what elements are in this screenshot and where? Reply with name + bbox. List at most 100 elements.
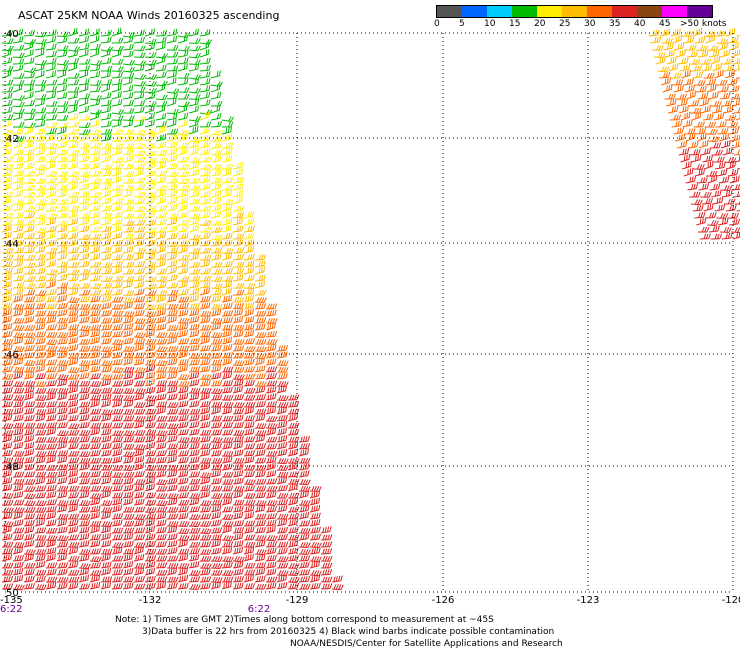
wind-barb bbox=[210, 338, 223, 345]
wind-barb bbox=[210, 457, 223, 464]
wind-barb bbox=[221, 463, 233, 471]
wind-barb bbox=[133, 462, 145, 471]
wind-barb bbox=[265, 561, 277, 569]
wind-barb bbox=[666, 56, 677, 65]
wind-barb bbox=[100, 561, 112, 569]
wind-barb bbox=[674, 42, 685, 51]
wind-barb bbox=[23, 493, 36, 500]
wind-barb bbox=[133, 352, 146, 359]
wind-barb bbox=[188, 338, 201, 345]
wind-barb bbox=[23, 568, 35, 576]
wind-barb bbox=[111, 415, 124, 422]
wind-barb bbox=[676, 140, 688, 149]
wind-barb bbox=[221, 497, 233, 506]
wind-barb bbox=[177, 380, 190, 387]
wind-barb bbox=[78, 540, 90, 548]
wind-barb bbox=[1, 366, 14, 373]
wind-barb bbox=[56, 378, 68, 387]
wind-barb bbox=[100, 217, 112, 226]
wind-barb bbox=[56, 491, 68, 499]
wind-barb bbox=[144, 42, 156, 51]
wind-barb bbox=[720, 140, 731, 149]
wind-barb bbox=[210, 112, 222, 121]
wind-barb bbox=[45, 177, 58, 184]
wind-barb bbox=[210, 210, 222, 219]
lat-tick-label: 48 bbox=[6, 462, 19, 473]
wind-barb bbox=[45, 366, 58, 373]
wind-barb bbox=[188, 428, 200, 436]
wind-barb bbox=[34, 381, 47, 388]
wind-barb bbox=[78, 196, 90, 205]
wind-barb bbox=[45, 143, 58, 150]
wind-barb bbox=[719, 92, 731, 100]
wind-barb bbox=[155, 55, 166, 65]
wind-barb bbox=[265, 415, 278, 422]
wind-barb bbox=[199, 39, 213, 45]
wind-barb bbox=[1, 330, 13, 338]
wind-barb bbox=[276, 406, 287, 415]
wind-barb bbox=[89, 142, 102, 149]
wind-barb bbox=[67, 491, 80, 499]
wind-barb bbox=[155, 372, 167, 380]
wind-barb bbox=[155, 276, 168, 282]
wind-barb bbox=[45, 239, 57, 247]
wind-barb bbox=[188, 344, 200, 352]
wind-barb bbox=[221, 478, 234, 485]
wind-barb bbox=[276, 476, 288, 485]
wind-barb bbox=[716, 38, 729, 45]
wind-barb bbox=[221, 142, 234, 149]
wind-barb bbox=[254, 449, 266, 457]
wind-barb bbox=[696, 177, 708, 184]
wind-barb bbox=[199, 534, 212, 541]
wind-barb bbox=[210, 406, 222, 415]
wind-barb bbox=[111, 583, 124, 590]
wind-barb bbox=[67, 274, 79, 282]
wind-barb bbox=[199, 449, 211, 457]
wind-barb bbox=[309, 533, 321, 541]
wind-barb bbox=[56, 69, 67, 79]
wind-barb bbox=[100, 65, 113, 72]
wind-barb bbox=[34, 275, 47, 282]
wind-barb bbox=[12, 483, 24, 492]
wind-barb bbox=[166, 408, 179, 415]
wind-barb bbox=[210, 442, 222, 450]
wind-barb bbox=[718, 42, 728, 51]
wind-barb bbox=[210, 234, 223, 241]
wind-barb bbox=[243, 387, 256, 394]
wind-barb bbox=[166, 336, 177, 345]
wind-barb bbox=[243, 274, 255, 282]
wind-barb bbox=[199, 220, 212, 226]
wind-barb bbox=[298, 485, 311, 492]
wind-barb bbox=[690, 107, 702, 114]
wind-barb bbox=[254, 280, 266, 289]
wind-barb bbox=[155, 492, 168, 499]
wind-barb bbox=[111, 513, 124, 520]
wind-barb bbox=[177, 190, 189, 198]
wind-barb bbox=[254, 372, 266, 380]
wind-barb bbox=[56, 331, 69, 338]
wind-barb bbox=[12, 317, 25, 324]
wind-barb bbox=[34, 443, 47, 450]
wind-barb bbox=[56, 176, 68, 184]
wind-barb bbox=[67, 534, 80, 541]
wind-barb bbox=[89, 283, 102, 290]
wind-barb bbox=[144, 359, 157, 366]
wind-barb bbox=[133, 323, 146, 331]
wind-barb bbox=[122, 134, 135, 142]
wind-barb bbox=[122, 177, 135, 184]
wind-barb bbox=[265, 427, 277, 436]
wind-barb bbox=[166, 259, 178, 268]
wind-barb bbox=[89, 548, 102, 555]
wind-barb bbox=[720, 185, 733, 192]
wind-barb bbox=[210, 469, 222, 478]
wind-barb bbox=[1, 315, 12, 324]
wind-barb bbox=[56, 156, 69, 163]
wind-barb bbox=[254, 575, 266, 583]
wind-barb bbox=[56, 476, 68, 485]
wind-barb bbox=[111, 323, 124, 331]
wind-barb bbox=[56, 36, 68, 44]
wind-barb bbox=[276, 526, 288, 534]
wind-barb bbox=[56, 309, 68, 317]
wind-barb bbox=[12, 73, 25, 79]
wind-barb bbox=[111, 204, 123, 212]
